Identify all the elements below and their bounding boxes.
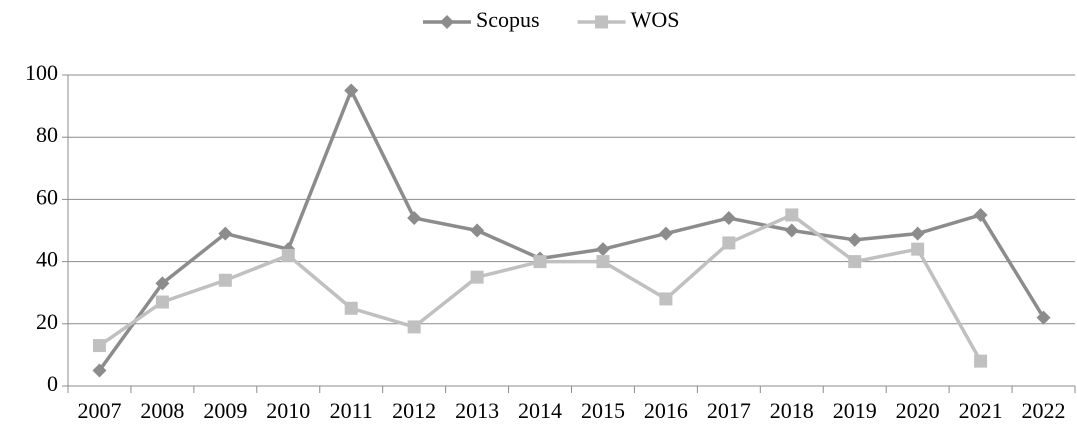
point: [218, 226, 233, 241]
point: [847, 232, 862, 247]
point: [470, 270, 484, 284]
point: [218, 273, 232, 287]
x-tick-label: 2012: [392, 398, 436, 423]
point: [344, 301, 358, 315]
series-line: [98, 88, 1046, 372]
point: [92, 363, 107, 378]
x-tick-label: 2018: [770, 398, 814, 423]
x-tick-label: 2010: [266, 398, 310, 423]
y-tick-label: 60: [36, 184, 58, 209]
point: [910, 226, 925, 241]
x-tick-label: 2017: [707, 398, 751, 423]
point: [92, 339, 106, 353]
y-tick-label: 80: [36, 122, 58, 147]
point: [1036, 310, 1051, 325]
point: [155, 295, 169, 309]
legend-label: WOS: [631, 7, 680, 32]
y-tick-label: 20: [36, 309, 58, 334]
point: [344, 83, 359, 98]
x-tick-label: 2011: [330, 398, 373, 423]
point: [848, 255, 862, 269]
x-tick-label: 2015: [581, 398, 625, 423]
x-tick-label: 2008: [140, 398, 184, 423]
point: [470, 223, 485, 238]
point: [596, 255, 610, 269]
point: [721, 211, 736, 226]
point: [595, 242, 610, 257]
x-tick-label: 2009: [203, 398, 247, 423]
point: [155, 276, 170, 291]
point: [533, 255, 547, 269]
point: [281, 248, 295, 262]
point: [658, 226, 673, 241]
point: [911, 242, 925, 256]
y-tick-label: 40: [36, 247, 58, 272]
point: [785, 208, 799, 222]
point: [973, 207, 988, 222]
point: [722, 236, 736, 250]
x-tick-label: 2013: [455, 398, 499, 423]
y-tick-label: 100: [25, 60, 58, 85]
point: [784, 223, 799, 238]
x-tick-label: 2014: [518, 398, 562, 423]
legend-marker: [440, 15, 454, 29]
legend-marker: [595, 15, 609, 29]
point: [407, 320, 421, 334]
x-tick-label: 2019: [833, 398, 877, 423]
point: [974, 354, 988, 368]
y-tick-label: 0: [47, 371, 58, 396]
x-tick-label: 2016: [644, 398, 688, 423]
x-tick-label: 2021: [959, 398, 1003, 423]
point: [659, 292, 673, 306]
x-tick-label: 2020: [896, 398, 940, 423]
point: [407, 211, 422, 226]
legend-label: Scopus: [476, 7, 540, 32]
x-tick-label: 2022: [1022, 398, 1066, 423]
x-tick-label: 2007: [77, 398, 121, 423]
